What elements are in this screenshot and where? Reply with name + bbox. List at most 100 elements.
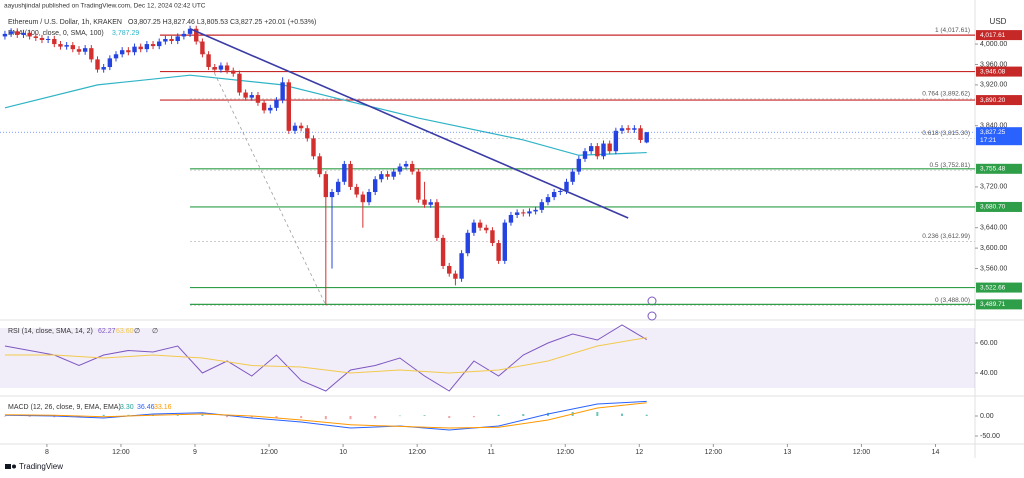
line [189, 28, 629, 219]
candle-body [484, 227, 489, 231]
candle-body [45, 38, 51, 40]
candle-body [224, 65, 230, 71]
x-tick-label: 8 [45, 449, 49, 456]
candle-body [8, 31, 14, 34]
price-tag-label: 3,755.48 [980, 166, 1006, 173]
histogram-bar [275, 416, 278, 418]
candle-body [558, 190, 563, 193]
candle-body [379, 174, 384, 180]
candle-body [107, 58, 113, 68]
ema-label: EMA (100, close, 0, SMA, 100) [8, 30, 104, 37]
y-tick-label: 60.00 [980, 340, 998, 347]
candle-body [410, 163, 415, 172]
price-tag-label: 3,946.08 [980, 68, 1006, 75]
candle-body [360, 194, 366, 203]
candle-body [243, 92, 248, 98]
histogram-bar [349, 416, 352, 420]
histogram-bar [127, 414, 130, 416]
candle-body [175, 36, 180, 42]
x-tick-label: 12 [635, 449, 643, 456]
candle-body [465, 232, 470, 254]
candle-body [453, 273, 458, 279]
candle-body [27, 32, 32, 37]
histogram-bar [645, 414, 648, 416]
footer-logo [5, 464, 16, 469]
candle-body [323, 174, 329, 198]
candle-body [366, 192, 372, 203]
y-tick-label: 40.00 [980, 370, 998, 377]
indicator-readout: 63.60 [116, 328, 134, 335]
candle-body [33, 36, 38, 38]
candle-body [595, 146, 600, 157]
indicator-readout: ∅ [152, 328, 158, 335]
candle-body [82, 48, 88, 52]
symbol: Ethereum / U.S. Dollar, 1h, KRAKEN [8, 19, 122, 26]
candle-body [385, 174, 390, 177]
candle-body [268, 107, 273, 111]
candle-body [508, 214, 514, 223]
candle-body [644, 132, 649, 143]
line [4, 402, 647, 429]
candle-body [274, 100, 279, 108]
candle-body [212, 67, 217, 70]
candle-body [551, 192, 557, 198]
histogram-bar [423, 415, 426, 416]
candle-body [403, 163, 409, 167]
candle-body [422, 199, 427, 205]
histogram-bar [250, 416, 253, 418]
x-tick-label: 12:00 [556, 449, 574, 456]
candle-body [218, 65, 224, 70]
candle-body [354, 186, 359, 195]
fib-label: 1 (4,017.61) [935, 27, 970, 34]
candle-body [632, 128, 637, 130]
rsi-band [0, 328, 975, 388]
indicator-readout: 33.16 [154, 404, 172, 411]
candle-body [89, 48, 94, 60]
histogram-bar [176, 415, 179, 416]
candle-body [21, 32, 26, 35]
candle-body [144, 44, 150, 50]
candle-body [58, 44, 63, 47]
histogram-bar [621, 413, 624, 416]
currency: USD [990, 17, 1007, 26]
price-tag [976, 163, 1022, 174]
price-tag-label: 3,680.70 [980, 204, 1006, 211]
x-tick-label: 9 [193, 449, 197, 456]
histogram-bar [522, 414, 525, 416]
price-tag [976, 66, 1022, 77]
candle-body [329, 192, 335, 198]
indicator-title: RSI (14, close, SMA, 14, 2) [8, 328, 93, 335]
candle-body [150, 44, 156, 47]
price-tag [976, 127, 1022, 146]
footer: TradingView [19, 462, 63, 471]
candle-body [138, 46, 143, 50]
candle-body [169, 38, 174, 42]
x-tick-label: 12:00 [112, 449, 130, 456]
histogram-bar [3, 416, 6, 417]
candle-body [39, 37, 45, 40]
x-tick-label: 12:00 [408, 449, 426, 456]
candle-body [477, 222, 483, 228]
y-tick-label: -50.00 [980, 433, 1000, 440]
line [195, 34, 327, 306]
candle-body [15, 31, 20, 35]
price-tag-label: 3,522.66 [980, 284, 1006, 291]
candle-body [286, 82, 291, 131]
candle-body [638, 128, 643, 140]
price-tag [976, 30, 1022, 41]
candle-body [447, 265, 452, 274]
y-tick-label: 3,600.00 [980, 245, 1007, 252]
candle-body [163, 38, 168, 42]
y-tick-label: 4,000.00 [980, 41, 1007, 48]
candle-body [521, 212, 526, 214]
candle-body [613, 130, 619, 152]
candle-body [292, 125, 298, 131]
indicator-readout: 3.30 [120, 404, 134, 411]
candle-body [237, 73, 242, 93]
candle-body [70, 45, 76, 50]
candle-body [298, 125, 304, 129]
histogram-bar [448, 416, 451, 418]
candle-body [397, 166, 403, 172]
candle-body [570, 171, 575, 182]
